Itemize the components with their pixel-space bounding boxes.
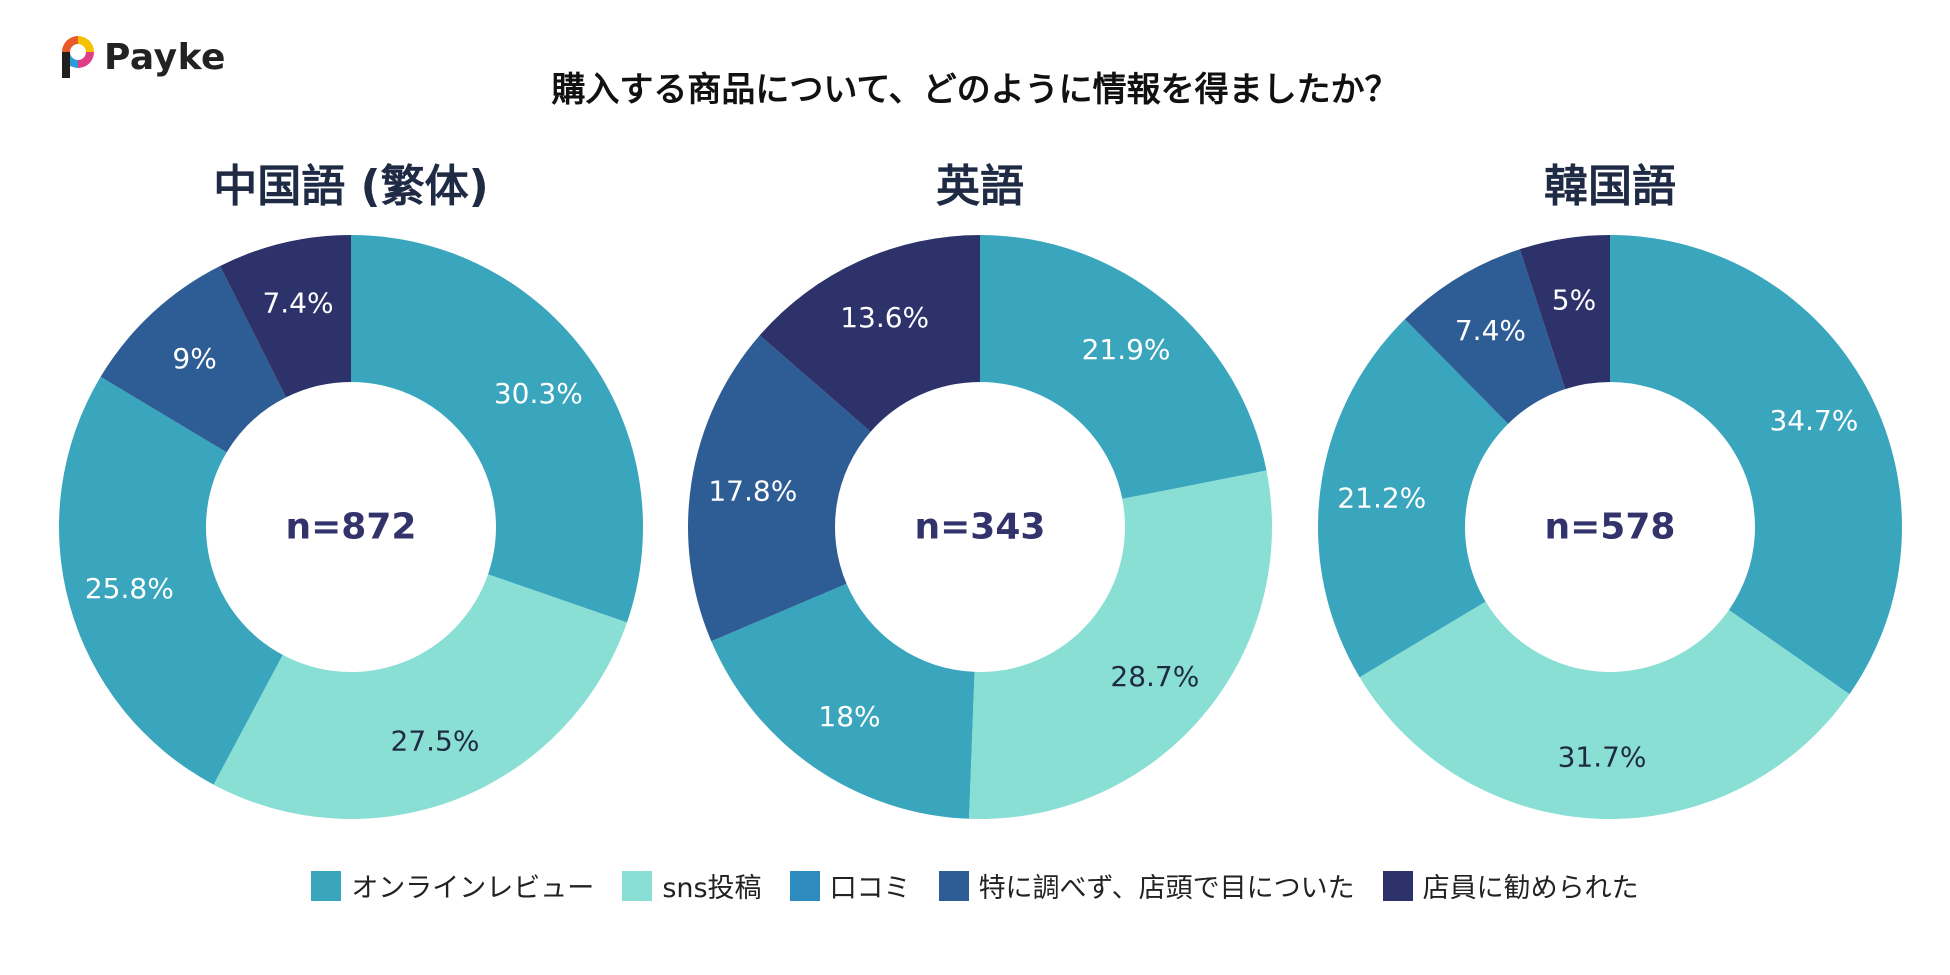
donut-slice — [1404, 249, 1566, 424]
donut-chart-2: 34.7% 31.7% 21.2% 7.4% 5% n=578 — [1318, 235, 1902, 819]
donut-chart-0: 30.3% 27.5% 25.8% 9% 7.4% n=872 — [59, 235, 643, 819]
slice-label: 27.5% — [391, 725, 480, 758]
legend-label: オンラインレビュー — [351, 873, 595, 904]
slice-label: 21.9% — [1082, 333, 1171, 366]
slice-label: 21.2% — [1337, 482, 1426, 515]
legend-swatch — [1382, 870, 1413, 901]
donut-slice — [968, 470, 1272, 820]
donut-slice — [100, 265, 286, 453]
legend-swatch — [938, 870, 969, 901]
donut-slice — [1359, 601, 1850, 819]
donut-slice — [220, 235, 351, 398]
donut-slice — [59, 376, 283, 785]
legend-swatch — [789, 870, 820, 901]
donut-slice — [213, 574, 627, 819]
donut-slice — [1610, 235, 1902, 695]
slice-label: 18% — [818, 700, 880, 733]
slice-label: 34.7% — [1769, 404, 1858, 437]
legend-label: sns投稿 — [662, 873, 762, 904]
donut-slice — [351, 235, 643, 623]
payke-logo-icon — [62, 36, 94, 78]
slice-label: 13.6% — [840, 301, 929, 334]
page-title: 購入する商品について、どのように情報を得ましたか？ — [551, 70, 1399, 110]
slice-label: 31.7% — [1558, 740, 1647, 773]
legend-item-storefront: 特に調べず、店頭で目についた — [938, 866, 1355, 905]
slice-label: 17.8% — [708, 475, 797, 508]
slice-label: 9% — [172, 342, 216, 375]
slice-label: 25.8% — [85, 572, 174, 605]
brand-name: Payke — [104, 36, 226, 78]
donut-slice — [711, 583, 975, 819]
donut-slice — [759, 235, 980, 432]
chart-title-zh-traditional: 中国語 (繁体) — [213, 161, 489, 212]
donut-slice — [1318, 319, 1509, 678]
sample-size-label: n=343 — [915, 507, 1046, 548]
slice-label: 7.4% — [1455, 314, 1526, 347]
sample-size-label: n=578 — [1545, 507, 1676, 548]
slice-label: 28.7% — [1110, 660, 1199, 693]
legend-swatch — [311, 870, 342, 901]
donut-slice — [980, 235, 1267, 499]
slice-label: 30.3% — [494, 377, 583, 410]
sample-size-label: n=872 — [286, 507, 417, 548]
legend-label: 店員に勧められた — [1422, 873, 1639, 904]
legend-item-sns: sns投稿 — [622, 866, 762, 905]
chart-legend: オンラインレビュー sns投稿 口コミ 特に調べず、店頭で目についた 店員に勧め… — [0, 866, 1950, 905]
legend-label: 特に調べず、店頭で目についた — [978, 873, 1355, 904]
donut-slice — [688, 335, 871, 642]
donut-slice — [1519, 235, 1610, 390]
slice-label: 7.4% — [262, 287, 333, 320]
chart-title-english: 英語 — [936, 161, 1024, 212]
brand-logo: Payke — [60, 34, 226, 80]
legend-item-word-of-mouth: 口コミ — [789, 866, 911, 905]
legend-swatch — [622, 870, 653, 901]
legend-item-staff: 店員に勧められた — [1382, 866, 1639, 905]
slice-label: 5% — [1552, 283, 1596, 316]
legend-label: 口コミ — [829, 873, 911, 904]
legend-item-online-review: オンラインレビュー — [311, 866, 594, 905]
chart-title-korean: 韓国語 — [1544, 161, 1676, 212]
donut-chart-1: 21.9% 28.7% 18% 17.8% 13.6% n=343 — [688, 235, 1272, 820]
